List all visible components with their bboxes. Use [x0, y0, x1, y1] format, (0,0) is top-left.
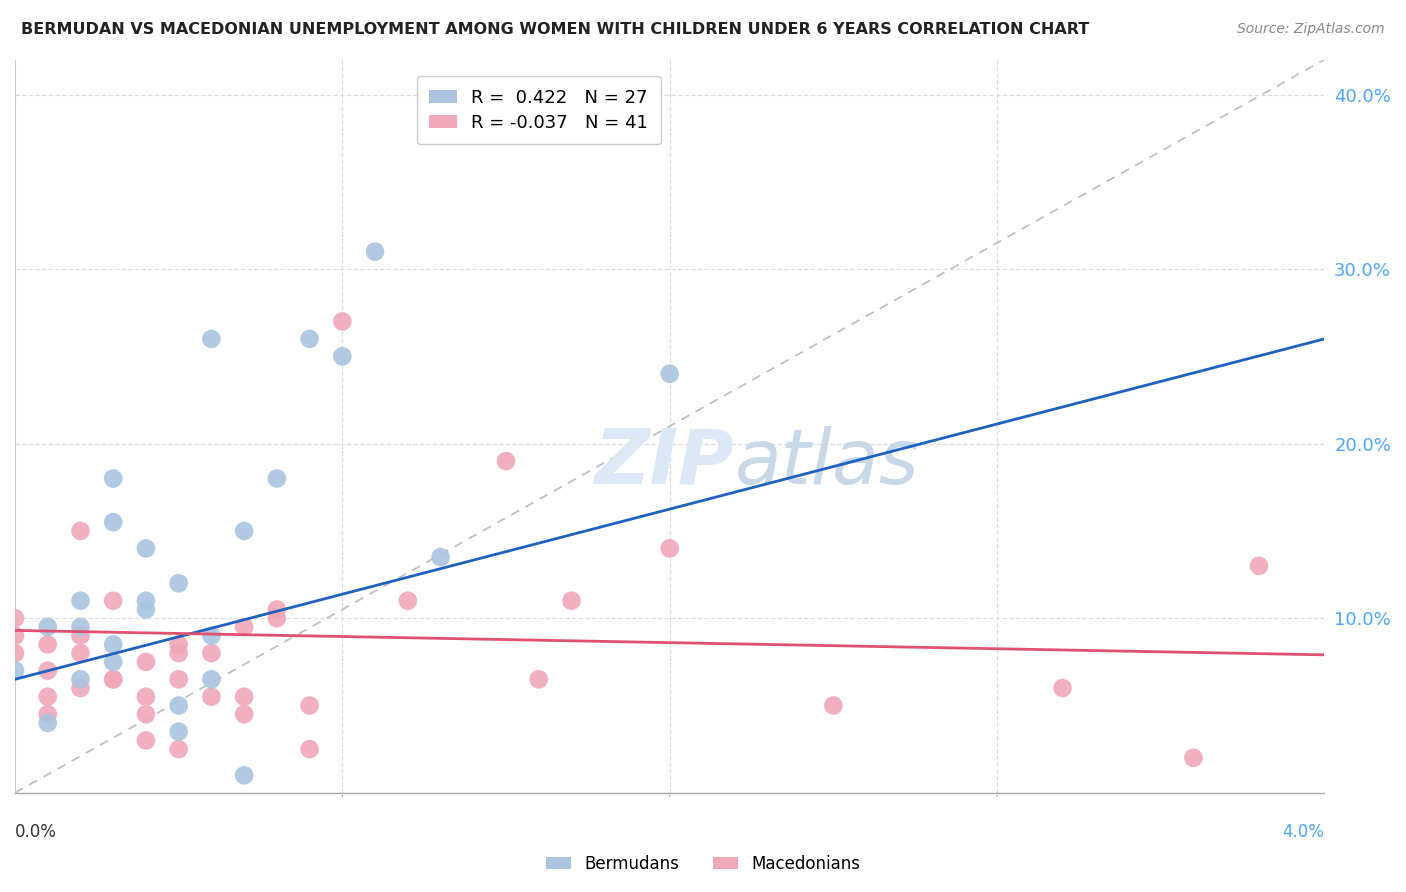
- Point: [135, 707, 157, 722]
- Point: [4, 664, 27, 678]
- Point: [103, 471, 125, 485]
- Text: Source: ZipAtlas.com: Source: ZipAtlas.com: [1237, 22, 1385, 37]
- Text: 4.0%: 4.0%: [1282, 823, 1324, 841]
- Point: [37, 664, 59, 678]
- Point: [266, 602, 288, 616]
- Point: [69, 524, 91, 538]
- Point: [396, 593, 419, 607]
- Point: [37, 715, 59, 730]
- Point: [364, 244, 387, 259]
- Point: [1182, 751, 1205, 765]
- Point: [69, 629, 91, 643]
- Point: [167, 673, 190, 687]
- Point: [103, 655, 125, 669]
- Point: [233, 707, 256, 722]
- Point: [266, 471, 288, 485]
- Point: [658, 367, 681, 381]
- Point: [69, 620, 91, 634]
- Point: [560, 593, 582, 607]
- Point: [233, 620, 256, 634]
- Point: [135, 655, 157, 669]
- Point: [233, 524, 256, 538]
- Point: [167, 576, 190, 591]
- Point: [1247, 558, 1270, 573]
- Point: [200, 332, 222, 346]
- Point: [4, 629, 27, 643]
- Point: [167, 698, 190, 713]
- Point: [330, 314, 353, 328]
- Point: [330, 350, 353, 364]
- Point: [135, 602, 157, 616]
- Point: [298, 332, 321, 346]
- Point: [200, 673, 222, 687]
- Text: atlas: atlas: [735, 425, 920, 500]
- Point: [266, 611, 288, 625]
- Point: [135, 541, 157, 556]
- Point: [200, 629, 222, 643]
- Point: [37, 637, 59, 651]
- Point: [4, 646, 27, 660]
- Point: [298, 698, 321, 713]
- Text: 0.0%: 0.0%: [15, 823, 56, 841]
- Point: [233, 768, 256, 782]
- Point: [429, 550, 451, 565]
- Point: [103, 673, 125, 687]
- Point: [658, 541, 681, 556]
- Point: [200, 690, 222, 704]
- Point: [495, 454, 517, 468]
- Point: [135, 690, 157, 704]
- Point: [200, 646, 222, 660]
- Point: [37, 707, 59, 722]
- Point: [37, 690, 59, 704]
- Point: [103, 673, 125, 687]
- Point: [233, 690, 256, 704]
- Point: [103, 637, 125, 651]
- Point: [69, 593, 91, 607]
- Point: [298, 742, 321, 756]
- Legend: R =  0.422   N = 27, R = -0.037   N = 41: R = 0.422 N = 27, R = -0.037 N = 41: [416, 76, 661, 145]
- Point: [103, 515, 125, 529]
- Point: [69, 673, 91, 687]
- Point: [69, 681, 91, 695]
- Point: [135, 593, 157, 607]
- Legend: Bermudans, Macedonians: Bermudans, Macedonians: [540, 848, 866, 880]
- Point: [167, 637, 190, 651]
- Point: [1052, 681, 1074, 695]
- Text: BERMUDAN VS MACEDONIAN UNEMPLOYMENT AMONG WOMEN WITH CHILDREN UNDER 6 YEARS CORR: BERMUDAN VS MACEDONIAN UNEMPLOYMENT AMON…: [21, 22, 1090, 37]
- Point: [69, 646, 91, 660]
- Point: [167, 742, 190, 756]
- Point: [167, 646, 190, 660]
- Point: [823, 698, 845, 713]
- Point: [527, 673, 550, 687]
- Point: [37, 620, 59, 634]
- Text: ZIP: ZIP: [595, 425, 735, 500]
- Point: [4, 611, 27, 625]
- Point: [135, 733, 157, 747]
- Point: [167, 724, 190, 739]
- Point: [103, 593, 125, 607]
